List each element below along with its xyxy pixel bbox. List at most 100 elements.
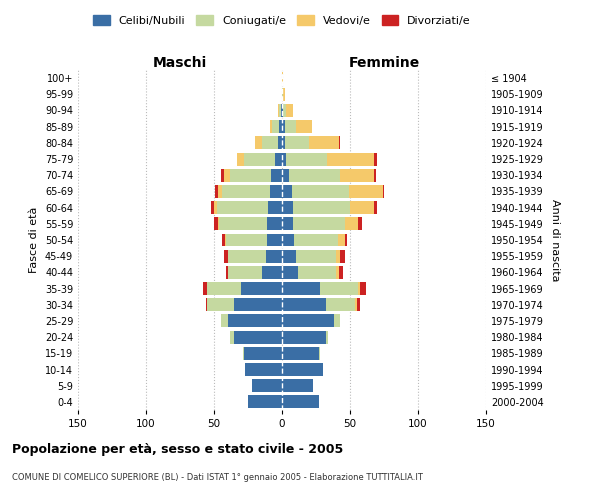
Bar: [282, 72, 283, 85]
Bar: [218, 185, 222, 198]
Bar: [218, 218, 220, 230]
Bar: [326, 298, 355, 311]
Bar: [349, 185, 383, 198]
Bar: [340, 169, 374, 181]
Bar: [374, 152, 377, 166]
Bar: [296, 250, 337, 262]
Bar: [320, 282, 358, 295]
Bar: [282, 282, 320, 295]
Bar: [244, 347, 282, 360]
Bar: [262, 266, 282, 279]
Bar: [286, 152, 327, 166]
Bar: [282, 88, 283, 101]
Bar: [294, 234, 338, 246]
Bar: [244, 152, 275, 166]
Bar: [230, 330, 235, 344]
Bar: [374, 201, 377, 214]
Bar: [289, 169, 340, 181]
Text: Maschi: Maschi: [153, 56, 207, 70]
Bar: [235, 298, 282, 311]
Bar: [281, 104, 282, 117]
Bar: [242, 347, 244, 360]
Bar: [282, 298, 326, 311]
Bar: [285, 120, 296, 133]
Bar: [279, 120, 282, 133]
Bar: [282, 185, 292, 198]
Bar: [282, 314, 334, 328]
Bar: [241, 282, 282, 295]
Bar: [214, 201, 217, 214]
Bar: [270, 185, 282, 198]
Bar: [227, 314, 282, 328]
Bar: [383, 185, 384, 198]
Bar: [282, 250, 296, 262]
Bar: [266, 250, 282, 262]
Bar: [339, 266, 343, 279]
Bar: [359, 282, 367, 295]
Bar: [268, 201, 282, 214]
Bar: [224, 250, 227, 262]
Bar: [296, 120, 312, 133]
Bar: [226, 234, 267, 246]
Bar: [282, 120, 285, 133]
Bar: [207, 282, 241, 295]
Bar: [221, 169, 224, 181]
Bar: [252, 379, 282, 392]
Bar: [220, 218, 267, 230]
Bar: [282, 169, 289, 181]
Bar: [214, 218, 218, 230]
Bar: [286, 104, 293, 117]
Bar: [282, 347, 319, 360]
Bar: [272, 120, 279, 133]
Bar: [344, 234, 347, 246]
Bar: [222, 234, 225, 246]
Bar: [374, 169, 376, 181]
Legend: Celibi/Nubili, Coniugati/e, Vedovi/e, Divorziati/e: Celibi/Nubili, Coniugati/e, Vedovi/e, Di…: [89, 10, 475, 30]
Bar: [235, 330, 282, 344]
Bar: [282, 201, 293, 214]
Bar: [282, 379, 313, 392]
Bar: [275, 152, 282, 166]
Bar: [217, 201, 268, 214]
Bar: [267, 234, 282, 246]
Bar: [358, 282, 359, 295]
Bar: [279, 104, 281, 117]
Bar: [226, 266, 227, 279]
Bar: [255, 136, 262, 149]
Bar: [309, 136, 339, 149]
Bar: [224, 169, 230, 181]
Bar: [227, 266, 262, 279]
Bar: [245, 363, 282, 376]
Bar: [221, 314, 227, 328]
Bar: [338, 234, 344, 246]
Bar: [355, 298, 357, 311]
Bar: [298, 266, 337, 279]
Bar: [278, 136, 282, 149]
Bar: [327, 152, 374, 166]
Bar: [203, 282, 207, 295]
Text: Femmine: Femmine: [349, 56, 419, 70]
Bar: [267, 218, 282, 230]
Bar: [326, 330, 328, 344]
Bar: [282, 396, 319, 408]
Text: COMUNE DI COMELICO SUPERIORE (BL) - Dati ISTAT 1° gennaio 2005 - Elaborazione TU: COMUNE DI COMELICO SUPERIORE (BL) - Dati…: [12, 472, 423, 482]
Bar: [282, 104, 283, 117]
Bar: [270, 120, 272, 133]
Bar: [211, 201, 214, 214]
Bar: [206, 298, 207, 311]
Bar: [282, 330, 326, 344]
Bar: [225, 234, 226, 246]
Bar: [339, 136, 340, 149]
Bar: [334, 314, 340, 328]
Bar: [319, 347, 320, 360]
Bar: [262, 136, 278, 149]
Bar: [278, 104, 279, 117]
Bar: [282, 136, 285, 149]
Bar: [285, 136, 309, 149]
Text: Popolazione per età, sesso e stato civile - 2005: Popolazione per età, sesso e stato civil…: [12, 442, 343, 456]
Y-axis label: Fasce di età: Fasce di età: [29, 207, 39, 273]
Bar: [283, 104, 286, 117]
Bar: [282, 218, 293, 230]
Bar: [248, 396, 282, 408]
Bar: [340, 250, 344, 262]
